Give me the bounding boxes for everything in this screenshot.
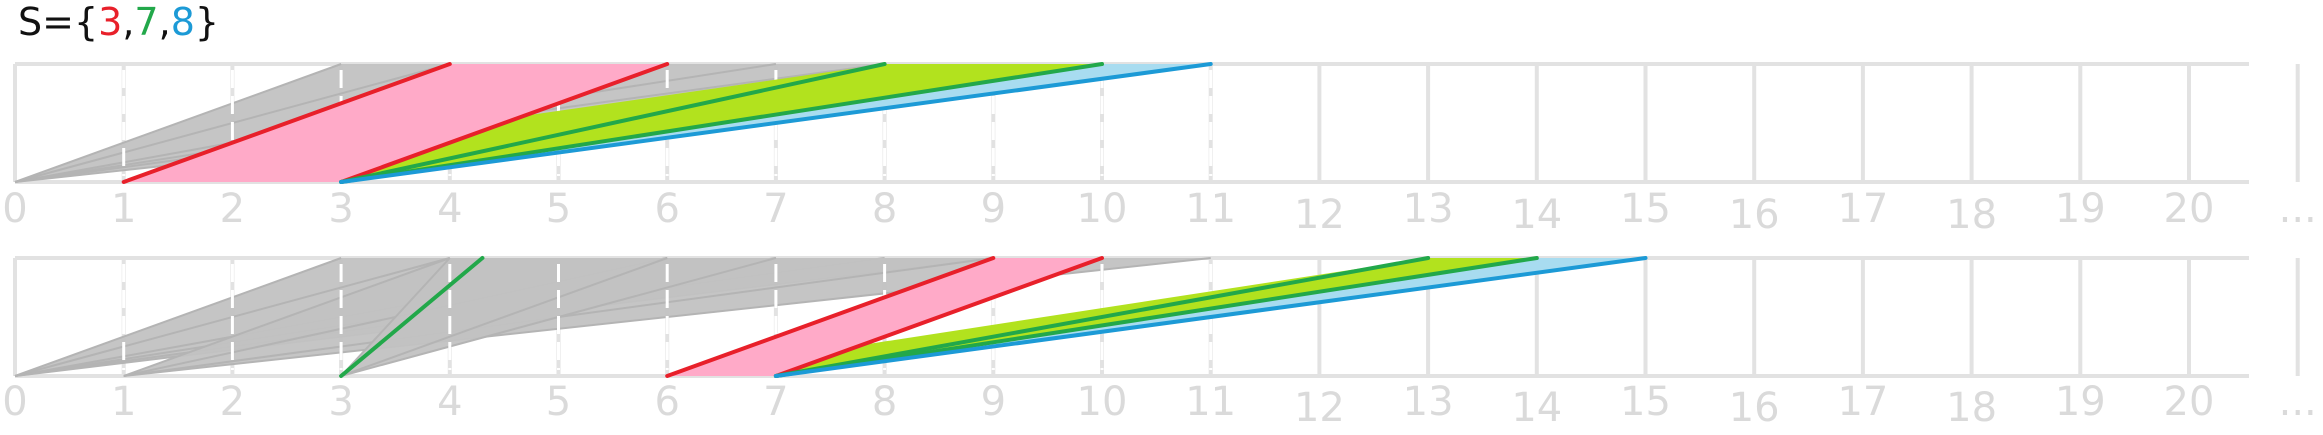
red-move-line (773, 256, 1104, 378)
tick-label: 16 (1729, 385, 1780, 431)
tick-label: 11 (1185, 379, 1236, 425)
tick-label: 13 (1403, 379, 1454, 425)
explored-edge (123, 257, 451, 377)
tick-label: 3 (328, 379, 353, 425)
tick-label: 7 (763, 379, 788, 425)
red-move-line (665, 256, 996, 378)
tick-label: 9 (981, 379, 1006, 425)
pink-region (667, 258, 1102, 376)
tick-label: 10 (1077, 186, 1128, 232)
set-prefix: S={ (18, 0, 99, 44)
set-separator: , (122, 0, 135, 44)
red-move-line (339, 62, 670, 184)
green-move-line (339, 62, 887, 184)
green-move-line (339, 62, 1104, 184)
green-move-line (773, 256, 1539, 378)
blue-move-line (773, 256, 1648, 378)
tick-label: 10 (1077, 379, 1128, 425)
set-suffix: } (194, 0, 220, 44)
tick-label: 6 (654, 379, 679, 425)
tick-label: 2 (220, 379, 245, 425)
red-move-line (121, 62, 452, 184)
tick-label: 18 (1946, 385, 1997, 431)
tick-label: 2 (220, 186, 245, 232)
tick-label: 11 (1185, 186, 1236, 232)
set-label: S={3,7,8} (18, 0, 219, 44)
tick-label: 13 (1403, 186, 1454, 232)
blue-move-line (339, 62, 1213, 184)
pink-region (123, 64, 668, 182)
explored-edge (340, 257, 451, 377)
set-separator: , (158, 0, 171, 44)
tick-label: 12 (1294, 385, 1345, 431)
tick-label: 8 (872, 379, 897, 425)
tick-label: 19 (2055, 186, 2106, 232)
tick-label: 14 (1511, 192, 1562, 238)
tick-label: 17 (1837, 186, 1888, 232)
explored-edge (14, 257, 342, 377)
set-element-7: 7 (134, 0, 159, 44)
explored-edge (340, 257, 668, 377)
tick-label: 20 (2164, 379, 2215, 425)
tick-label: 1 (111, 186, 136, 232)
tick-label: 14 (1511, 385, 1562, 431)
tick-label: 19 (2055, 379, 2106, 425)
tick-label: 9 (981, 186, 1006, 232)
tick-label: 8 (872, 186, 897, 232)
tick-label: 7 (763, 186, 788, 232)
tick-label: 0 (2, 186, 27, 232)
tick-label: 5 (546, 379, 571, 425)
tick-label: 12 (1294, 192, 1345, 238)
tick-label: 3 (328, 186, 353, 232)
tick-label: ... (2279, 186, 2317, 232)
tick-label: ... (2279, 379, 2317, 425)
tick-label: 15 (1620, 379, 1671, 425)
tick-label: 1 (111, 379, 136, 425)
tick-label: 5 (546, 186, 571, 232)
explored-fan (123, 258, 1211, 376)
green-move-line (773, 256, 1431, 378)
tick-label: 6 (654, 186, 679, 232)
tick-label: 16 (1729, 192, 1780, 238)
tick-label: 17 (1837, 379, 1888, 425)
set-element-3: 3 (98, 0, 123, 44)
tick-label: 18 (1946, 192, 1997, 238)
explored-edge (14, 63, 342, 183)
set-element-8: 8 (170, 0, 195, 44)
tick-label: 0 (2, 379, 27, 425)
tick-label: 4 (437, 379, 462, 425)
tick-label: 4 (437, 186, 462, 232)
tick-label: 20 (2164, 186, 2215, 232)
green-move-line (339, 256, 485, 378)
tick-label: 15 (1620, 186, 1671, 232)
